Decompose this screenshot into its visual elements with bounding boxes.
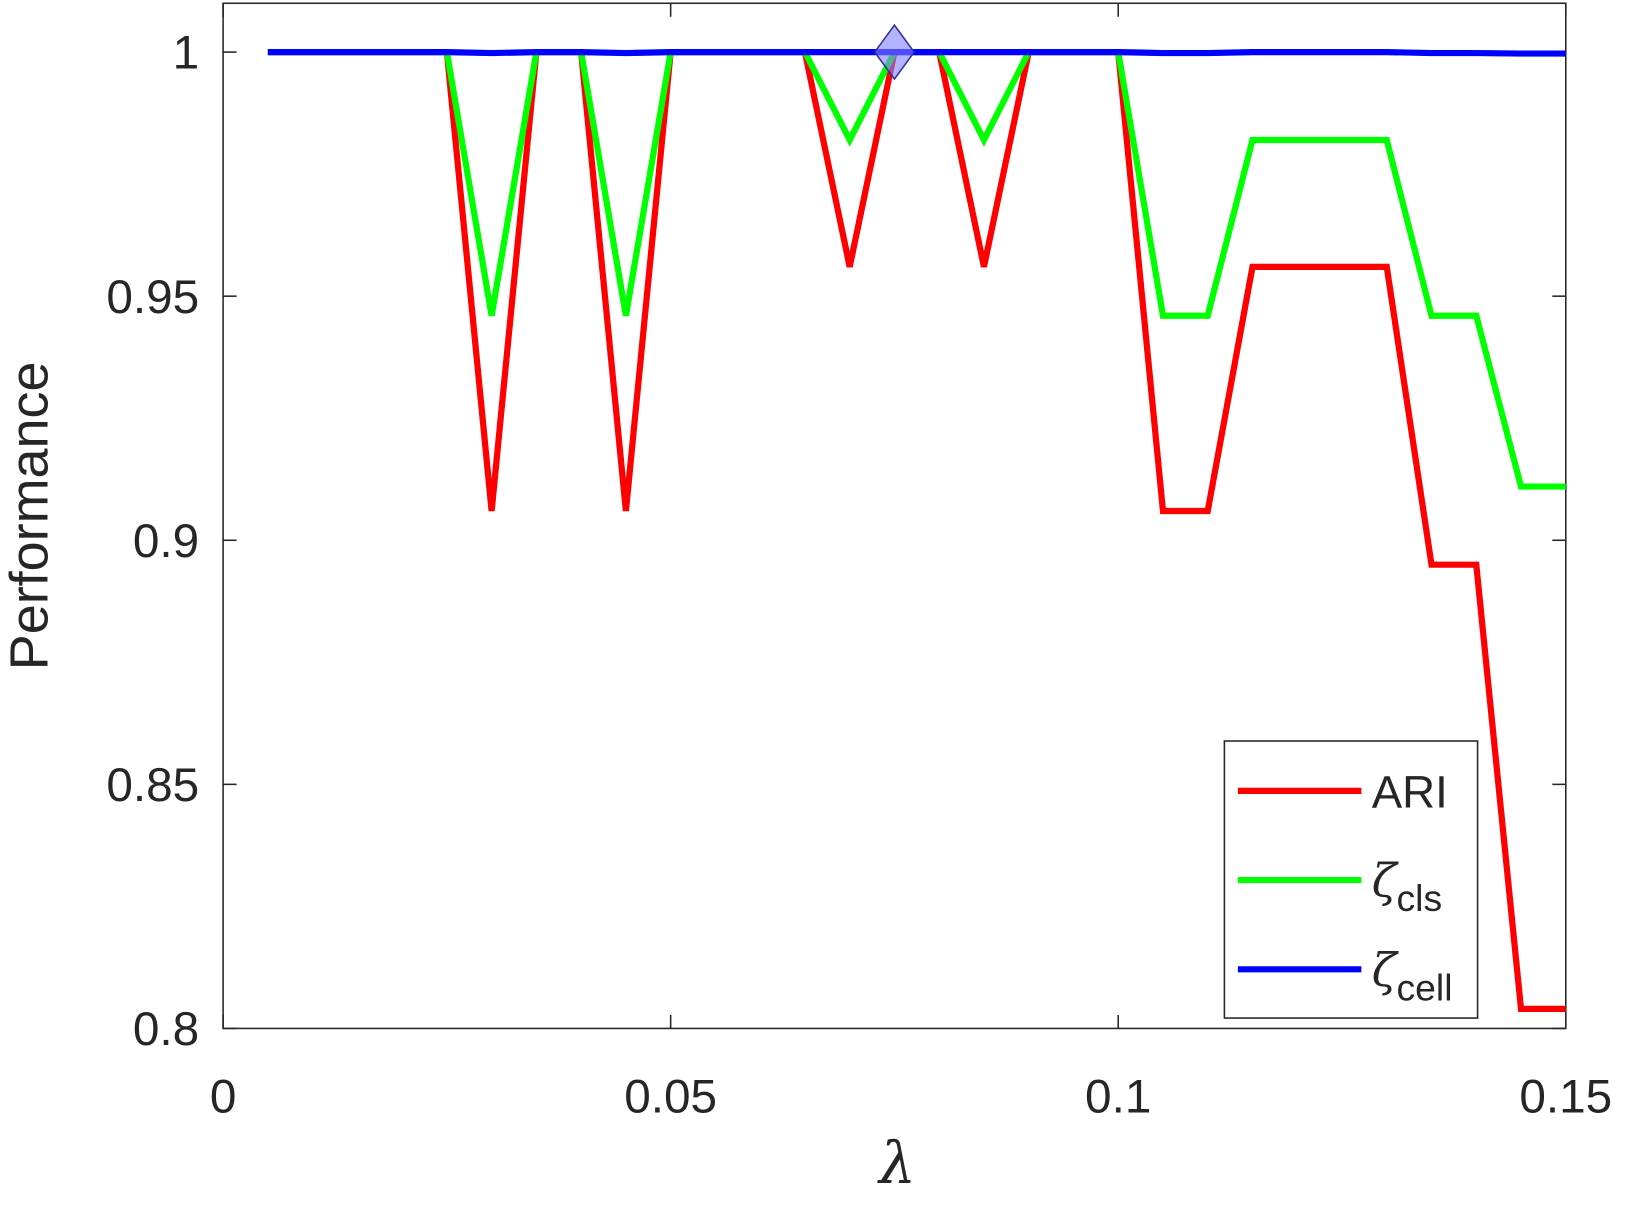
- legend-name: ζ: [1372, 944, 1399, 997]
- legend-subscript: cls: [1396, 877, 1442, 919]
- highlight-marker: [873, 23, 916, 81]
- series-line: [267, 48, 1566, 57]
- y-tick-label: 0.95: [106, 271, 199, 324]
- y-tick-label: 1: [173, 27, 200, 80]
- x-tick-label: 0: [210, 1070, 237, 1123]
- x-tick-label: 0.05: [624, 1070, 717, 1123]
- y-axis-label: Performance: [0, 361, 60, 670]
- legend-label: ζcls: [1372, 855, 1442, 920]
- legend-name: ARI: [1372, 766, 1448, 817]
- x-tick-label: 0.15: [1519, 1070, 1612, 1123]
- y-tick-label: 0.8: [133, 1003, 199, 1056]
- legend-name: ζ: [1372, 855, 1399, 908]
- legend-label: ζcell: [1372, 944, 1453, 1009]
- x-tick-label: 0.1: [1085, 1070, 1151, 1123]
- y-tick-label: 0.85: [106, 759, 199, 812]
- legend-subscript: cell: [1396, 966, 1452, 1008]
- legend-label: ARI: [1372, 766, 1448, 817]
- y-tick-label: 0.9: [133, 515, 199, 568]
- x-axis-label: λ: [877, 1129, 916, 1197]
